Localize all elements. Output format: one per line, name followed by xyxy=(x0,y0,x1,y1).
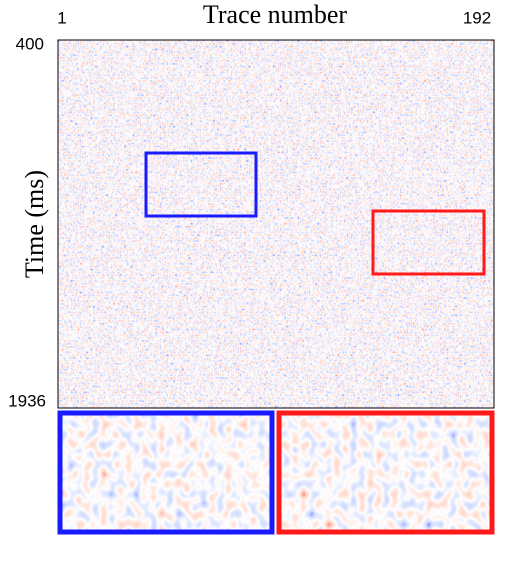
inset-blue-frame xyxy=(57,410,275,535)
y-tick-label: 1936 xyxy=(8,391,46,410)
x-axis-title: Trace number xyxy=(203,0,348,29)
x-tick-label: 192 xyxy=(463,8,491,27)
x-tick-label: 1 xyxy=(57,8,66,27)
inset-blue-image xyxy=(60,413,272,532)
y-tick-label: 400 xyxy=(16,34,44,53)
y-axis-title: Time (ms) xyxy=(20,170,49,278)
inset-red-frame xyxy=(276,410,495,535)
plot-frame xyxy=(57,39,495,409)
zoom-box-red xyxy=(371,209,486,276)
zoom-box-blue xyxy=(144,151,258,218)
inset-red-image xyxy=(279,413,492,532)
seismic-image xyxy=(58,40,494,408)
